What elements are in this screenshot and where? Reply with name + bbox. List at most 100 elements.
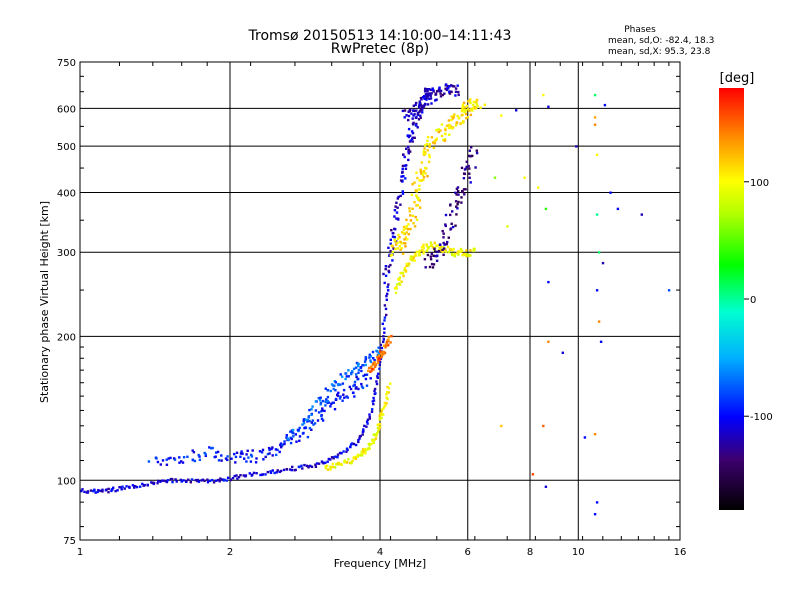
echo-point xyxy=(89,489,93,492)
echo-point xyxy=(438,90,441,93)
echo-point xyxy=(444,83,448,86)
y-tick-label: 600 xyxy=(57,104,76,115)
echo-point xyxy=(382,338,385,341)
echo-point xyxy=(471,103,475,107)
echo-point xyxy=(384,267,387,271)
echo-point xyxy=(447,126,451,130)
echo-point xyxy=(347,375,350,378)
echo-point xyxy=(324,400,327,404)
echo-point xyxy=(326,460,329,463)
echo-point xyxy=(451,225,455,229)
echo-point xyxy=(410,257,414,260)
echo-point xyxy=(451,210,454,213)
echo-point xyxy=(393,240,397,243)
echo-point xyxy=(414,116,418,119)
echo-point xyxy=(400,271,403,275)
echo-point xyxy=(395,217,398,220)
echo-point xyxy=(239,474,242,477)
echo-point xyxy=(448,124,451,127)
echo-point xyxy=(334,389,337,392)
echo-point xyxy=(226,455,229,458)
echo-point xyxy=(387,265,391,268)
echo-point xyxy=(466,116,469,119)
echo-point xyxy=(255,472,258,475)
echo-point xyxy=(316,419,320,422)
echo-point xyxy=(208,446,211,449)
echo-point xyxy=(436,254,439,257)
echo-point xyxy=(347,458,350,461)
echo-point xyxy=(203,479,206,483)
echo-point xyxy=(434,92,437,95)
echo-point xyxy=(409,150,412,153)
echo-point xyxy=(383,331,386,334)
echo-point xyxy=(455,213,458,216)
echo-point xyxy=(418,251,421,255)
echo-point xyxy=(179,478,182,482)
echo-point xyxy=(433,242,436,245)
echo-point xyxy=(469,98,472,101)
echo-point xyxy=(440,123,444,126)
echo-point xyxy=(438,243,442,246)
echo-point xyxy=(121,485,124,488)
echo-point xyxy=(386,390,389,394)
echo-point xyxy=(423,147,426,150)
echo-point xyxy=(258,450,262,453)
echo-point xyxy=(377,430,380,433)
echo-point xyxy=(368,444,371,447)
echo-point xyxy=(429,88,433,92)
echo-point xyxy=(500,114,503,117)
echo-point xyxy=(430,92,433,95)
echo-point xyxy=(341,375,344,378)
echo-point xyxy=(421,96,425,99)
echo-point xyxy=(399,248,402,251)
echo-point xyxy=(383,401,386,405)
echo-point xyxy=(380,416,383,420)
colorbar-tick-label: 100 xyxy=(750,178,769,189)
echo-point xyxy=(399,240,403,244)
echo-point xyxy=(290,468,293,472)
echo-point xyxy=(357,364,360,368)
echo-point xyxy=(455,205,458,208)
echo-point xyxy=(259,473,262,477)
echo-point xyxy=(428,155,431,159)
echo-point xyxy=(455,122,458,125)
echo-point xyxy=(369,355,373,358)
echo-point xyxy=(414,252,417,255)
echo-point xyxy=(420,172,423,175)
echo-point xyxy=(473,248,476,251)
echo-point xyxy=(338,397,342,400)
echo-point xyxy=(314,400,318,403)
echo-point xyxy=(365,384,369,387)
echo-point xyxy=(326,395,330,399)
echo-point xyxy=(387,269,390,273)
echo-point xyxy=(442,253,445,256)
echo-point xyxy=(456,84,459,87)
echo-point xyxy=(448,90,451,93)
echo-point xyxy=(424,89,427,93)
echo-point xyxy=(468,176,471,179)
echo-point xyxy=(378,363,381,366)
echo-point xyxy=(201,478,205,481)
echo-point xyxy=(444,224,447,228)
echo-point xyxy=(415,171,418,174)
echo-point xyxy=(216,450,220,454)
echo-point xyxy=(125,485,128,488)
echo-point xyxy=(333,384,336,387)
echo-point xyxy=(407,118,410,122)
echo-point xyxy=(371,363,374,366)
echo-point xyxy=(342,393,345,396)
echo-point xyxy=(457,193,460,196)
echo-point xyxy=(352,442,356,446)
y-tick-label: 750 xyxy=(57,58,76,69)
echo-point xyxy=(204,454,207,457)
echo-point xyxy=(444,223,447,226)
echo-point xyxy=(294,433,297,436)
echo-point xyxy=(603,103,607,107)
echo-point xyxy=(357,387,360,391)
echo-point xyxy=(167,457,170,460)
echo-point xyxy=(469,254,472,257)
echo-point xyxy=(403,269,406,272)
echo-point xyxy=(309,464,312,468)
echo-point xyxy=(363,360,367,363)
echo-point xyxy=(410,255,413,259)
